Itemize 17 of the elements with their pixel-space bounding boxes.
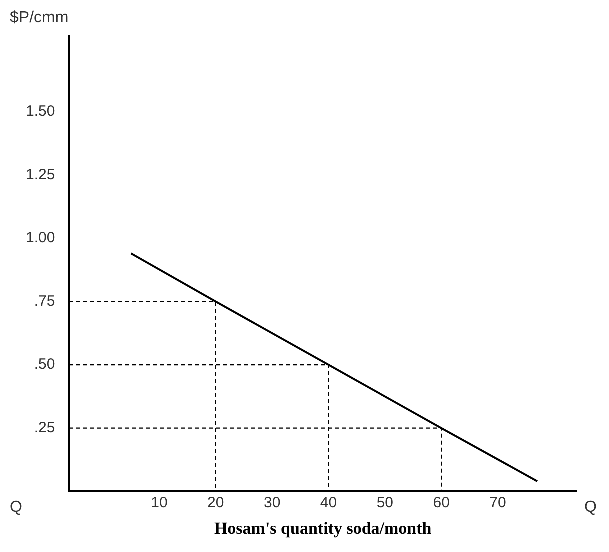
text: Q xyxy=(584,499,597,516)
text: Q xyxy=(10,499,22,516)
x-tick-label: 70 xyxy=(490,494,506,512)
x-axis-title: Hosam's quantity soda/month xyxy=(214,519,432,538)
x-tick-label: 50 xyxy=(376,494,394,512)
x-tick-label: 10 xyxy=(151,494,168,512)
x-tick-label: 20 xyxy=(208,494,224,512)
x-tick-label: 40 xyxy=(320,494,338,512)
x-tick-label: 60 xyxy=(433,494,450,512)
y-tick-label: .50 xyxy=(34,356,56,374)
y-tick-label: 1.00 xyxy=(26,230,56,247)
y-tick-label: 1.25 xyxy=(26,166,56,184)
y-tick-label: 1.50 xyxy=(26,103,56,120)
y-tick-label: .75 xyxy=(34,292,56,310)
x-tick-label: 30 xyxy=(264,494,281,512)
y-axis-title: $P/cmm xyxy=(10,9,69,26)
y-tick-label: .25 xyxy=(34,419,56,436)
